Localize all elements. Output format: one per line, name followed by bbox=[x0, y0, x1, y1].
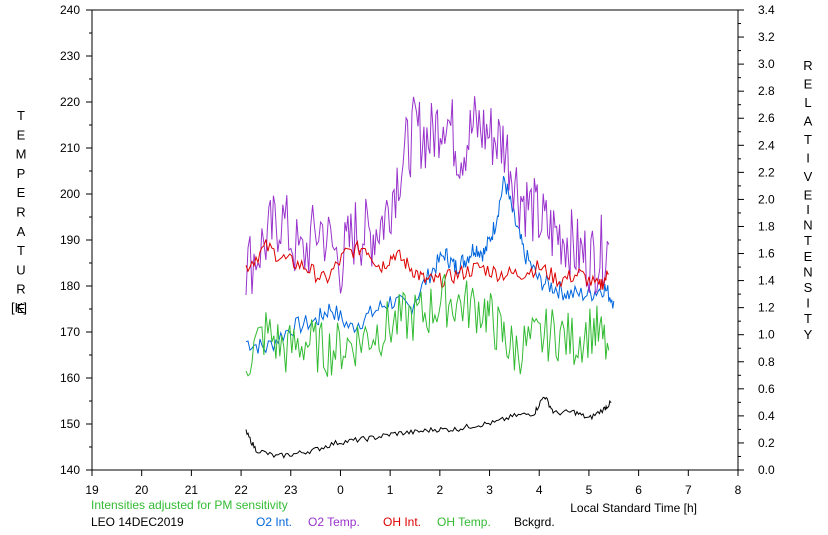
right-tick-label: 1.8 bbox=[758, 219, 775, 233]
right-tick-label: 2.6 bbox=[758, 111, 775, 125]
right-axis-label-letter: E bbox=[804, 188, 813, 203]
left-axis-label-letter: T bbox=[17, 108, 25, 123]
legend-o2-int: O2 Int. bbox=[256, 515, 292, 529]
x-tick-label: 23 bbox=[284, 483, 298, 497]
legend-bckgrd: Bckgrd. bbox=[514, 515, 555, 529]
left-tick-label: 230 bbox=[60, 49, 80, 63]
right-tick-label: 2.8 bbox=[758, 84, 775, 98]
right-tick-label: 2.2 bbox=[758, 165, 775, 179]
left-tick-label: 140 bbox=[60, 463, 80, 477]
x-tick-label: 19 bbox=[85, 483, 99, 497]
legend-oh-temp: OH Temp. bbox=[437, 515, 491, 529]
right-tick-label: 1.4 bbox=[758, 274, 775, 288]
right-tick-label: 0.8 bbox=[758, 355, 775, 369]
right-axis-label-letter: R bbox=[803, 58, 812, 73]
x-tick-label: 21 bbox=[185, 483, 199, 497]
right-tick-label: 1.6 bbox=[758, 247, 775, 261]
left-tick-label: 190 bbox=[60, 233, 80, 247]
series-line-o2-temp bbox=[245, 96, 610, 296]
legend-oh-int: OH Int. bbox=[383, 515, 421, 529]
plot-frame bbox=[91, 9, 739, 471]
right-axis-label-letter: Y bbox=[804, 327, 813, 342]
left-tick-label: 210 bbox=[60, 141, 80, 155]
x-tick-label: 7 bbox=[685, 483, 692, 497]
x-tick-label: 22 bbox=[234, 483, 248, 497]
series-line-oh-int bbox=[245, 239, 609, 290]
x-tick-label: 5 bbox=[586, 483, 593, 497]
right-tick-label: 1.2 bbox=[758, 301, 775, 315]
right-axis-label-letter: L bbox=[804, 95, 811, 110]
left-tick-label: 240 bbox=[60, 3, 80, 17]
right-axis-label-letter: N bbox=[803, 218, 812, 233]
right-axis-label-letter: E bbox=[804, 77, 813, 92]
right-tick-label: 1.0 bbox=[758, 328, 775, 342]
x-tick-label: 8 bbox=[735, 483, 742, 497]
left-tick-label: 220 bbox=[60, 95, 80, 109]
left-tick-label: 150 bbox=[60, 417, 80, 431]
left-tick-label: 200 bbox=[60, 187, 80, 201]
right-axis-label-letter: T bbox=[804, 233, 812, 248]
x-tick-label: 2 bbox=[437, 483, 444, 497]
left-axis-label-letter: A bbox=[17, 224, 26, 239]
x-tick-label: 1 bbox=[387, 483, 394, 497]
right-axis-label-letter: I bbox=[806, 296, 810, 311]
right-tick-label: 2.4 bbox=[758, 138, 775, 152]
x-tick-label: 0 bbox=[337, 483, 344, 497]
right-axis-label-letter: A bbox=[804, 114, 813, 129]
series-line-o2-int bbox=[245, 176, 615, 354]
note-text: Intensities adjusted for PM sensitivity bbox=[91, 498, 288, 512]
left-axis-label-letter: U bbox=[16, 262, 25, 277]
x-tick-label: 6 bbox=[635, 483, 642, 497]
x-tick-label: 3 bbox=[486, 483, 493, 497]
left-tick-label: 170 bbox=[60, 325, 80, 339]
right-tick-label: 0.6 bbox=[758, 382, 775, 396]
right-tick-label: 0.4 bbox=[758, 409, 775, 423]
right-tick-label: 0.2 bbox=[758, 436, 775, 450]
right-axis-label-letter: T bbox=[804, 311, 812, 326]
legend-o2-temp: O2 Temp. bbox=[308, 515, 360, 529]
x-tick-label: 20 bbox=[135, 483, 149, 497]
right-tick-label: 0.0 bbox=[758, 463, 775, 477]
left-tick-label: 180 bbox=[60, 279, 80, 293]
x-axis-label: Local Standard Time [h] bbox=[570, 501, 697, 515]
right-axis-label-letter: T bbox=[804, 132, 812, 147]
station-label: LEO 14DEC2019 bbox=[91, 515, 184, 529]
right-axis-label-letter: I bbox=[806, 151, 810, 166]
left-axis-label-letter: E bbox=[17, 301, 26, 316]
left-axis-label-letter: T bbox=[17, 243, 25, 258]
right-axis-label-letter: I bbox=[806, 202, 810, 217]
right-axis-label-letter: V bbox=[804, 169, 813, 184]
left-axis-label-letter: P bbox=[17, 166, 26, 181]
left-axis-label-letter: R bbox=[16, 205, 25, 220]
right-tick-label: 3.2 bbox=[758, 30, 775, 44]
left-axis-label-letter: E bbox=[17, 185, 26, 200]
series-line-bckgrd bbox=[245, 396, 612, 459]
left-axis-label-letter: E bbox=[17, 127, 26, 142]
left-axis-label-letter: M bbox=[16, 147, 27, 162]
right-tick-label: 2.0 bbox=[758, 192, 775, 206]
series-line-oh-temp bbox=[245, 273, 610, 377]
x-tick-label: 4 bbox=[536, 483, 543, 497]
right-axis-label-letter: S bbox=[804, 280, 813, 295]
right-axis-label-letter: N bbox=[803, 264, 812, 279]
right-axis-label-letter: E bbox=[804, 249, 813, 264]
left-axis-unit: [K] bbox=[11, 300, 27, 315]
left-tick-label: 160 bbox=[60, 371, 80, 385]
right-tick-label: 3.4 bbox=[758, 3, 775, 17]
right-tick-label: 3.0 bbox=[758, 57, 775, 71]
left-axis-label-letter: R bbox=[16, 282, 25, 297]
